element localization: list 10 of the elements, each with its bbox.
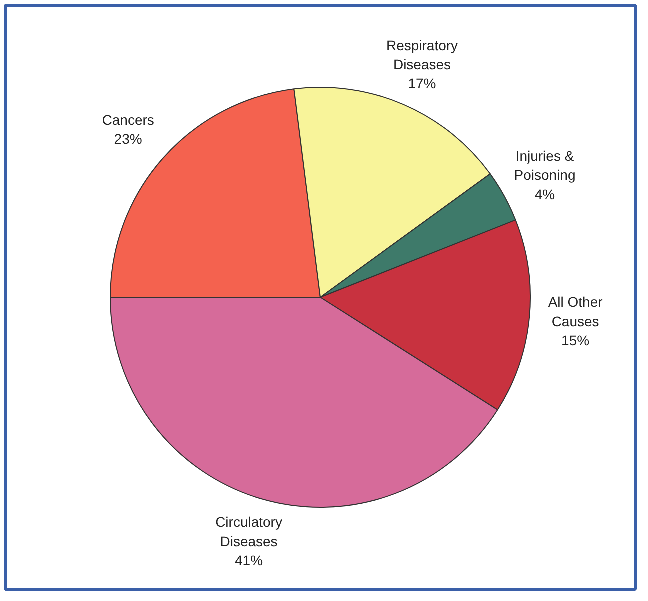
slice-label: Cancers [102, 112, 154, 128]
slice-label: Injuries & Poisoning [514, 148, 576, 184]
slice-label: Respiratory Diseases [386, 37, 458, 72]
data-label: 41% [235, 552, 264, 569]
data-label: 4% [534, 186, 556, 202]
data-label: 15% [562, 332, 590, 349]
slice-label: All Other Causes [548, 294, 604, 330]
data-label: 23% [114, 131, 142, 148]
data-label: 17% [408, 76, 436, 92]
slice-label: Circulatory Diseases [216, 514, 282, 550]
